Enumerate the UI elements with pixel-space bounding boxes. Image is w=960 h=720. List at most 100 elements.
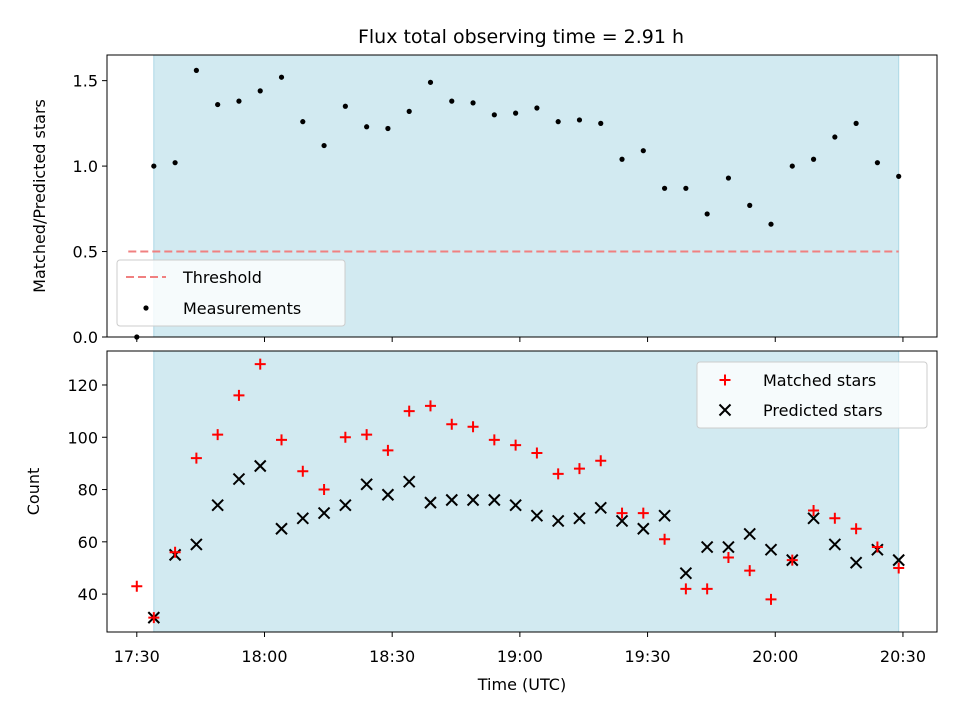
- predicted-star-point: [573, 512, 586, 525]
- measurement-point: [598, 120, 604, 126]
- legend-predicted-label: Predicted stars: [763, 401, 883, 420]
- measurement-point: [768, 221, 774, 227]
- matched-star-point: [488, 434, 500, 446]
- measurement-point: [449, 98, 455, 104]
- matched-star-point: [871, 541, 883, 553]
- legend-predicted-swatch: [718, 403, 732, 417]
- measurement-point: [747, 202, 753, 208]
- matched-star-point: [361, 429, 373, 441]
- matched-star-point: [382, 444, 394, 456]
- matched-star-point: [131, 580, 143, 592]
- matched-star-point: [808, 504, 820, 516]
- predicted-star-point: [700, 540, 714, 554]
- measurement-point: [491, 112, 497, 118]
- matched-star-point: [637, 507, 649, 519]
- matched-star-point: [531, 447, 543, 459]
- bottom-xtick-label: 19:30: [625, 647, 671, 666]
- matched-star-point: [850, 523, 862, 535]
- predicted-star-point: [445, 493, 458, 507]
- matched-star-point: [424, 400, 436, 412]
- matched-star-point: [659, 533, 671, 545]
- predicted-star-point: [381, 488, 395, 501]
- matched-star-point: [616, 507, 628, 519]
- matched-star-point: [212, 429, 224, 441]
- measurement-point: [619, 156, 625, 162]
- measurement-point: [683, 185, 689, 191]
- legend-threshold-label: Threshold: [182, 268, 262, 287]
- matched-star-point: [169, 546, 181, 558]
- predicted-star-point: [849, 556, 863, 569]
- matched-star-point: [190, 452, 202, 464]
- predicted-star-point: [679, 566, 693, 580]
- measurement-point: [172, 160, 178, 166]
- bottom-xtick-label: 19:00: [497, 647, 543, 666]
- matched-star-point: [701, 583, 713, 595]
- predicted-star-point: [211, 499, 224, 512]
- predicted-star-point: [466, 493, 480, 507]
- measurement-point: [470, 100, 476, 106]
- chart-title: Flux total observing time = 2.91 h: [358, 26, 684, 48]
- measurement-point: [300, 119, 306, 125]
- matched-star-point: [595, 455, 607, 467]
- measurement-point: [832, 134, 838, 140]
- bottom-xlabel: Time (UTC): [477, 675, 566, 694]
- predicted-star-point: [551, 514, 565, 528]
- predicted-star-point: [594, 501, 607, 515]
- predicted-star-point: [892, 553, 905, 567]
- predicted-star-point: [317, 506, 331, 520]
- matched-star-point: [467, 421, 479, 433]
- predicted-star-point: [722, 540, 735, 554]
- matched-star-point: [297, 465, 309, 477]
- measurement-point: [789, 163, 795, 169]
- measurement-point: [874, 160, 881, 166]
- predicted-star-point: [807, 512, 820, 525]
- measurement-point: [385, 125, 391, 132]
- predicted-star-point: [232, 472, 246, 486]
- bottom-xtick-label: 17:30: [114, 647, 160, 666]
- measurement-point: [406, 108, 412, 114]
- matched-star-point: [786, 554, 798, 566]
- predicted-star-point: [275, 522, 288, 535]
- top-ytick-label: 1.0: [73, 157, 98, 176]
- measurement-point: [257, 88, 263, 94]
- top-panel: 0.0 0.5 1.0 1.5 Matched/Predicted stars Thres…: [30, 54, 938, 347]
- matched-star-point: [233, 389, 245, 401]
- bottom-panel: 40 60 80 100 120 17:30 18:00 18:30 19:00 19:30 20:…: [24, 350, 938, 694]
- predicted-star-point: [488, 493, 501, 507]
- measurement-point: [342, 103, 348, 109]
- predicted-star-point: [658, 509, 671, 522]
- matched-star-point: [318, 484, 330, 496]
- matched-star-point: [552, 468, 564, 480]
- bottom-legend-box: [696, 361, 928, 429]
- measurement-point: [704, 211, 710, 217]
- measurement-point: [427, 79, 434, 85]
- bottom-ytick-label: 80: [78, 481, 98, 500]
- matched-star-point: [829, 512, 841, 524]
- matched-star-point: [722, 552, 734, 564]
- predicted-star-point: [254, 459, 267, 473]
- predicted-star-point: [402, 475, 416, 488]
- bottom-axes-frame: [106, 350, 938, 633]
- matched-star-point: [765, 593, 777, 605]
- measurement-point: [661, 185, 668, 191]
- predicted-star-point: [743, 527, 756, 541]
- predicted-star-point: [296, 512, 310, 525]
- measurement-point: [896, 173, 902, 179]
- bottom-xtick-label: 18:30: [369, 647, 415, 666]
- matched-star-point: [573, 463, 585, 475]
- matched-star-point: [339, 431, 351, 443]
- measurement-point: [640, 148, 646, 154]
- legend-measurement-swatch: [143, 305, 149, 311]
- measurement-point: [555, 119, 561, 125]
- bottom-xtick-label: 20:00: [752, 647, 798, 666]
- legend-measurement-label: Measurements: [183, 299, 301, 318]
- matched-star-point: [446, 418, 458, 430]
- measurement-point: [278, 74, 285, 80]
- predicted-star-point: [615, 514, 629, 528]
- legend-matched-swatch: [719, 374, 731, 386]
- measurement-point: [513, 110, 519, 116]
- measurement-point: [215, 101, 221, 108]
- bottom-xtick-label: 18:00: [241, 647, 287, 666]
- matched-star-point: [510, 439, 522, 451]
- bottom-xtick-label: 20:30: [880, 647, 926, 666]
